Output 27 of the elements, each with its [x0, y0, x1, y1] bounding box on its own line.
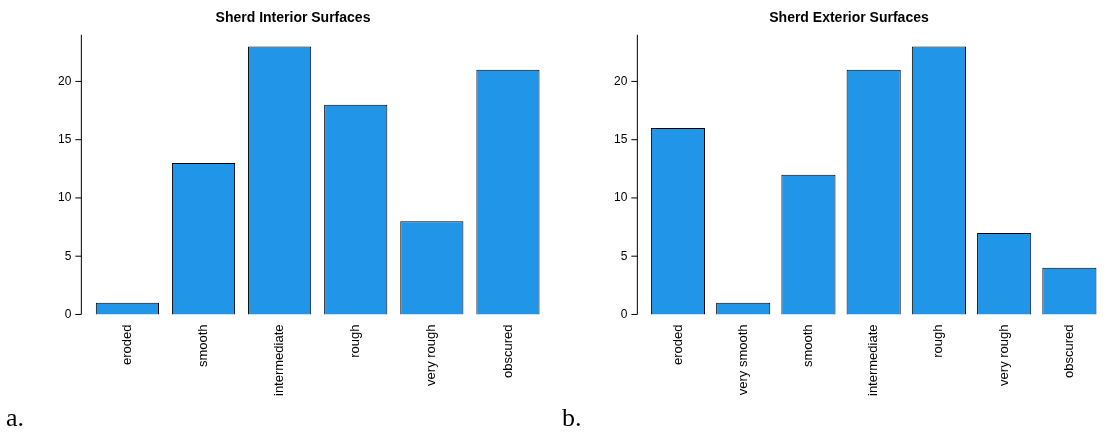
- x-tick-label: eroded: [118, 324, 134, 365]
- y-tick-label: 15: [613, 131, 628, 146]
- y-tick-label: 10: [613, 190, 628, 205]
- x-tick-label: very smooth: [734, 324, 750, 396]
- y-tick-label: 5: [64, 248, 72, 263]
- x-tick-label: rough: [347, 324, 363, 358]
- text: b.: [562, 402, 582, 432]
- x-tick-label: rough: [930, 324, 946, 358]
- y-tick-label: 15: [57, 131, 72, 146]
- y-tick-label: 20: [57, 73, 72, 88]
- chart-title: Sherd Interior Surfaces: [215, 9, 371, 26]
- y-tick-label: 0: [64, 306, 72, 321]
- x-tick-label: very rough: [423, 324, 439, 386]
- x-tick-label: intermediate: [271, 324, 287, 397]
- chart-title: Sherd Exterior Surfaces: [769, 9, 929, 26]
- y-tick-label: 20: [613, 73, 628, 88]
- y-tick-label: 5: [620, 248, 628, 263]
- x-tick-label: obscured: [1060, 324, 1076, 378]
- y-tick-label: 10: [57, 190, 72, 205]
- x-tick-label: smooth: [195, 324, 211, 368]
- x-tick-label: smooth: [800, 324, 816, 368]
- x-tick-label: eroded: [669, 324, 685, 365]
- x-tick-label: obscured: [499, 324, 515, 378]
- x-tick-label: intermediate: [865, 324, 881, 397]
- x-tick-label: very rough: [995, 324, 1011, 386]
- text: a.: [6, 402, 25, 432]
- y-tick-label: 0: [620, 306, 628, 321]
